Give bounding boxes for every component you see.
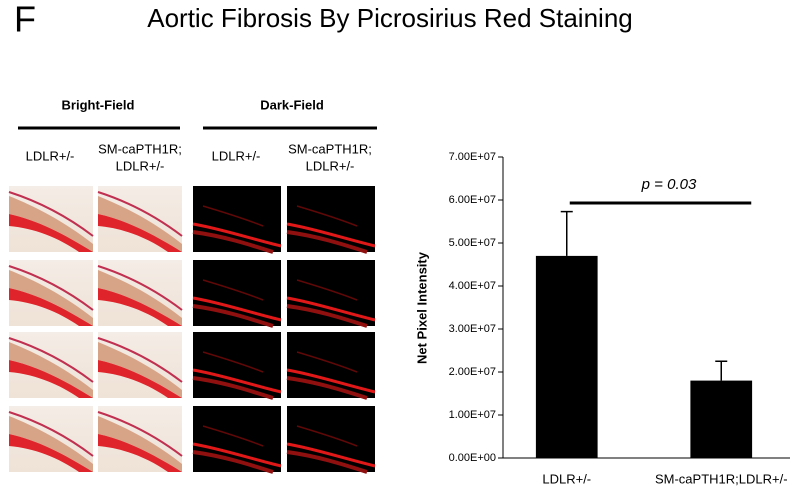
y-tick-label: 6.00E+07	[449, 194, 496, 206]
column-label: SM-caPTH1R;	[288, 141, 372, 156]
bar	[535, 255, 598, 458]
y-tick-label: 3.00E+07	[449, 323, 496, 335]
bar	[690, 380, 753, 458]
micrograph-grid	[8, 184, 377, 474]
x-tick-label: SM-caPTH1R;LDLR+/-	[655, 471, 788, 486]
y-tick-label: 5.00E+07	[449, 237, 496, 249]
x-tick-label: LDLR+/-	[542, 471, 591, 486]
column-label: LDLR+/-	[116, 158, 165, 173]
column-label: LDLR+/-	[212, 148, 261, 163]
y-tick-label: 0.00E+00	[449, 452, 496, 464]
group-label: Bright-Field	[62, 97, 135, 112]
y-axis-label: Net Pixel Intensity	[414, 251, 429, 364]
column-label: SM-caPTH1R;	[98, 141, 182, 156]
column-label: LDLR+/-	[26, 148, 75, 163]
column-label: LDLR+/-	[306, 158, 355, 173]
y-tick-label: 1.00E+07	[449, 409, 496, 421]
y-tick-label: 2.00E+07	[449, 366, 496, 378]
panel-label: F	[14, 0, 36, 40]
figure-title: Aortic Fibrosis By Picrosirius Red Stain…	[147, 3, 633, 33]
significance-label: p = 0.03	[641, 176, 697, 193]
y-tick-label: 7.00E+07	[449, 151, 496, 163]
group-label: Dark-Field	[260, 97, 324, 112]
bar-chart: 0.00E+00 1.00E+07 2.00E+07 3.00E+07 4.00E+07…	[449, 151, 790, 486]
y-tick-label: 4.00E+07	[449, 280, 496, 292]
